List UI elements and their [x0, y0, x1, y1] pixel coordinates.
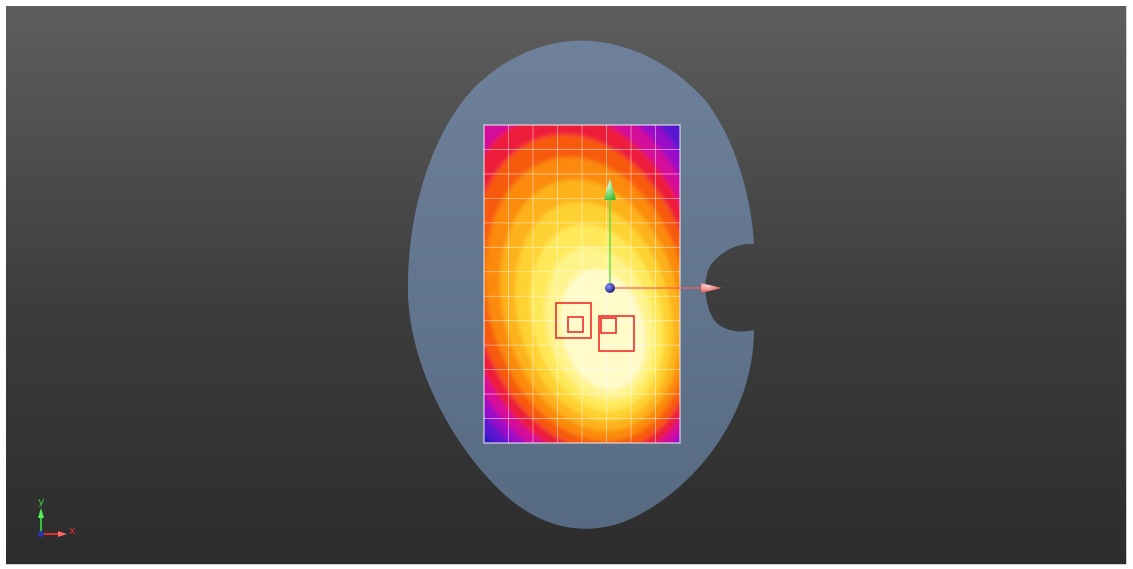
local-axes[interactable] — [604, 178, 722, 293]
square-marker[interactable] — [598, 315, 635, 352]
local-x-arrow-icon — [701, 283, 722, 293]
square-marker[interactable] — [555, 302, 592, 339]
square-marker[interactable] — [567, 316, 584, 333]
triad-x-label: x — [69, 524, 76, 537]
view-triad[interactable] — [38, 508, 67, 537]
heatmap-band — [559, 269, 646, 391]
square-marker[interactable] — [600, 317, 617, 334]
mesh-grid — [484, 125, 680, 443]
stress-heatmap[interactable] — [347, 6, 792, 539]
triad-y-arrow-icon — [38, 508, 44, 518]
plate-border — [483, 124, 681, 444]
triad-x-arrow-icon — [58, 531, 67, 537]
local-origin-sphere-icon — [605, 283, 615, 293]
local-y-arrow-icon — [604, 178, 616, 200]
3d-viewport[interactable]: x y — [6, 6, 1127, 565]
marker-group[interactable] — [555, 302, 635, 352]
scene-canvas[interactable] — [6, 6, 1127, 565]
triad-origin-icon — [38, 531, 44, 537]
triad-y-label: y — [38, 495, 45, 508]
